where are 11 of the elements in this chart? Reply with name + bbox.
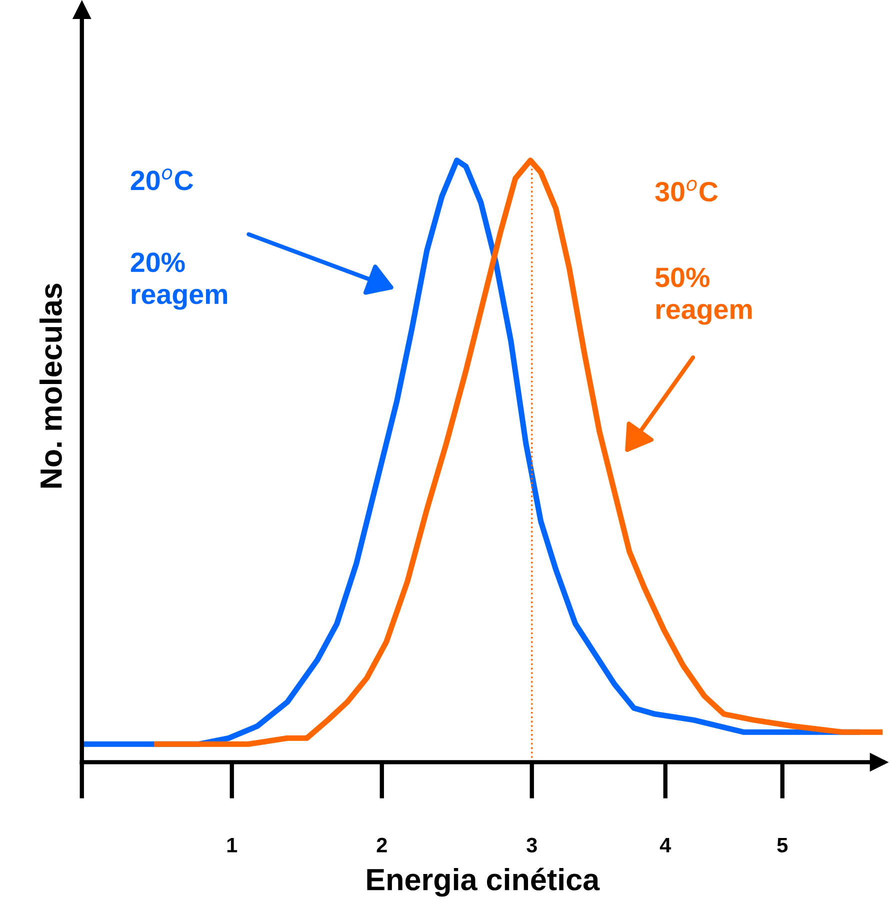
x-tick-label: 3 xyxy=(526,838,537,853)
x-tick-label: 4 xyxy=(660,838,672,852)
x-tick-label: 5 xyxy=(777,838,788,852)
y-axis-title: No. moleculas xyxy=(40,284,62,488)
text: 30$^{o}$C xyxy=(655,180,718,202)
x-tick-label: 1 xyxy=(227,838,238,852)
annotation: 20% reagem xyxy=(130,252,228,310)
x-tick-label: 2 xyxy=(376,838,387,852)
x-axis-title: Energia cinética xyxy=(367,868,600,897)
annotation: 50% reagem xyxy=(655,268,752,325)
text: 20$^{o}$C xyxy=(130,168,194,190)
